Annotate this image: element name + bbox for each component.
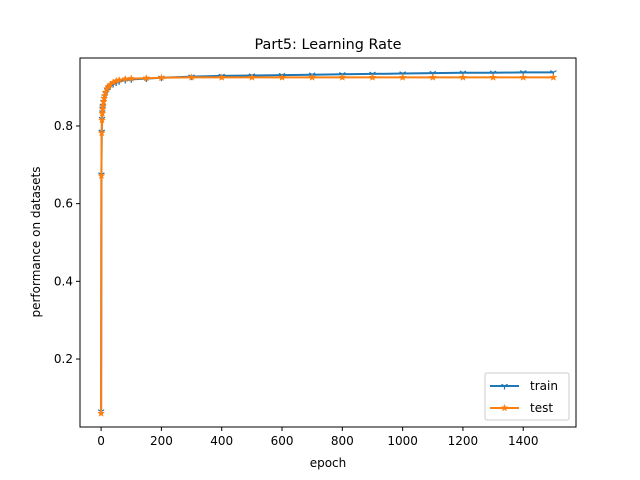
x-tick-label: 0 xyxy=(97,434,105,448)
plot-frame xyxy=(79,57,577,428)
data-point xyxy=(247,73,256,81)
data-point xyxy=(127,74,136,82)
data-point xyxy=(500,403,509,412)
data-point xyxy=(428,73,437,81)
data-point xyxy=(308,73,317,81)
data-point xyxy=(187,73,196,81)
data-point xyxy=(121,74,130,83)
data-point xyxy=(98,101,107,110)
data-point xyxy=(458,73,467,81)
y-tick-label: 0.6 xyxy=(54,197,73,211)
y-axis: 0.2 0.4 0.6 0.8 xyxy=(54,119,80,366)
chart-title: Part5: Learning Rate xyxy=(254,37,401,53)
series-line xyxy=(100,76,554,414)
x-tick-label: 1000 xyxy=(387,434,418,448)
data-point xyxy=(97,409,106,417)
x-tick-label: 600 xyxy=(271,434,294,448)
series-layer xyxy=(97,70,558,417)
legend-label: train xyxy=(530,379,558,393)
legend-item-train: train xyxy=(490,379,558,393)
x-tick-label: 1200 xyxy=(448,434,479,448)
plot-area xyxy=(79,57,577,428)
y-tick-label: 0.2 xyxy=(54,352,73,366)
data-point xyxy=(157,73,166,82)
series-test xyxy=(97,73,558,417)
x-axis-label: epoch xyxy=(310,456,347,470)
x-tick-label: 200 xyxy=(150,434,173,448)
data-point xyxy=(115,75,124,84)
data-point xyxy=(398,73,407,81)
series-line xyxy=(100,71,554,412)
data-point xyxy=(217,73,226,81)
legend-label: test xyxy=(530,401,553,415)
x-tick-label: 1400 xyxy=(508,434,539,448)
legend-item-test: test xyxy=(490,401,553,415)
data-point xyxy=(98,115,107,124)
y-tick-label: 0.8 xyxy=(54,119,73,133)
y-tick-label: 0.4 xyxy=(54,274,73,288)
data-point xyxy=(368,73,377,81)
data-point xyxy=(549,73,558,81)
data-point xyxy=(97,128,106,137)
legend: train test xyxy=(484,372,570,421)
x-tick-label: 800 xyxy=(331,434,354,448)
x-tick-label: 400 xyxy=(210,434,233,448)
y-axis-label: performance on datasets xyxy=(29,166,43,317)
data-point xyxy=(278,73,287,81)
data-point xyxy=(489,73,498,81)
data-point xyxy=(142,73,151,82)
data-point xyxy=(98,105,107,113)
data-point xyxy=(97,171,106,180)
data-point xyxy=(501,383,508,390)
series-train xyxy=(97,70,557,415)
data-point xyxy=(519,73,528,81)
x-axis: 0 200 400 600 800 1000 1200 1400 xyxy=(97,427,539,448)
data-point xyxy=(338,73,347,81)
